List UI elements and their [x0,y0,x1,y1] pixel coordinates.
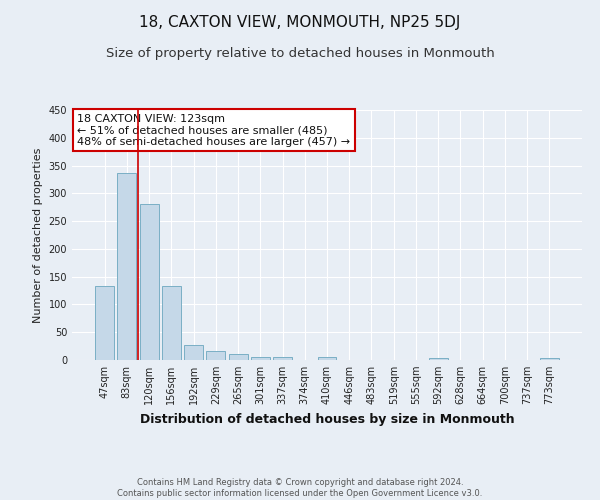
Bar [118,174,136,360]
Bar [162,286,181,360]
Bar [273,357,292,360]
Bar [251,356,270,360]
Bar [317,357,337,360]
Y-axis label: Number of detached properties: Number of detached properties [33,148,43,322]
Bar [540,358,559,360]
Text: 18 CAXTON VIEW: 123sqm
← 51% of detached houses are smaller (485)
48% of semi-de: 18 CAXTON VIEW: 123sqm ← 51% of detached… [77,114,350,147]
X-axis label: Distribution of detached houses by size in Monmouth: Distribution of detached houses by size … [140,412,514,426]
Bar [429,358,448,360]
Text: Contains HM Land Registry data © Crown copyright and database right 2024.
Contai: Contains HM Land Registry data © Crown c… [118,478,482,498]
Bar [184,345,203,360]
Bar [140,204,158,360]
Text: 18, CAXTON VIEW, MONMOUTH, NP25 5DJ: 18, CAXTON VIEW, MONMOUTH, NP25 5DJ [139,15,461,30]
Bar [95,286,114,360]
Bar [229,354,248,360]
Text: Size of property relative to detached houses in Monmouth: Size of property relative to detached ho… [106,48,494,60]
Bar [206,350,225,360]
